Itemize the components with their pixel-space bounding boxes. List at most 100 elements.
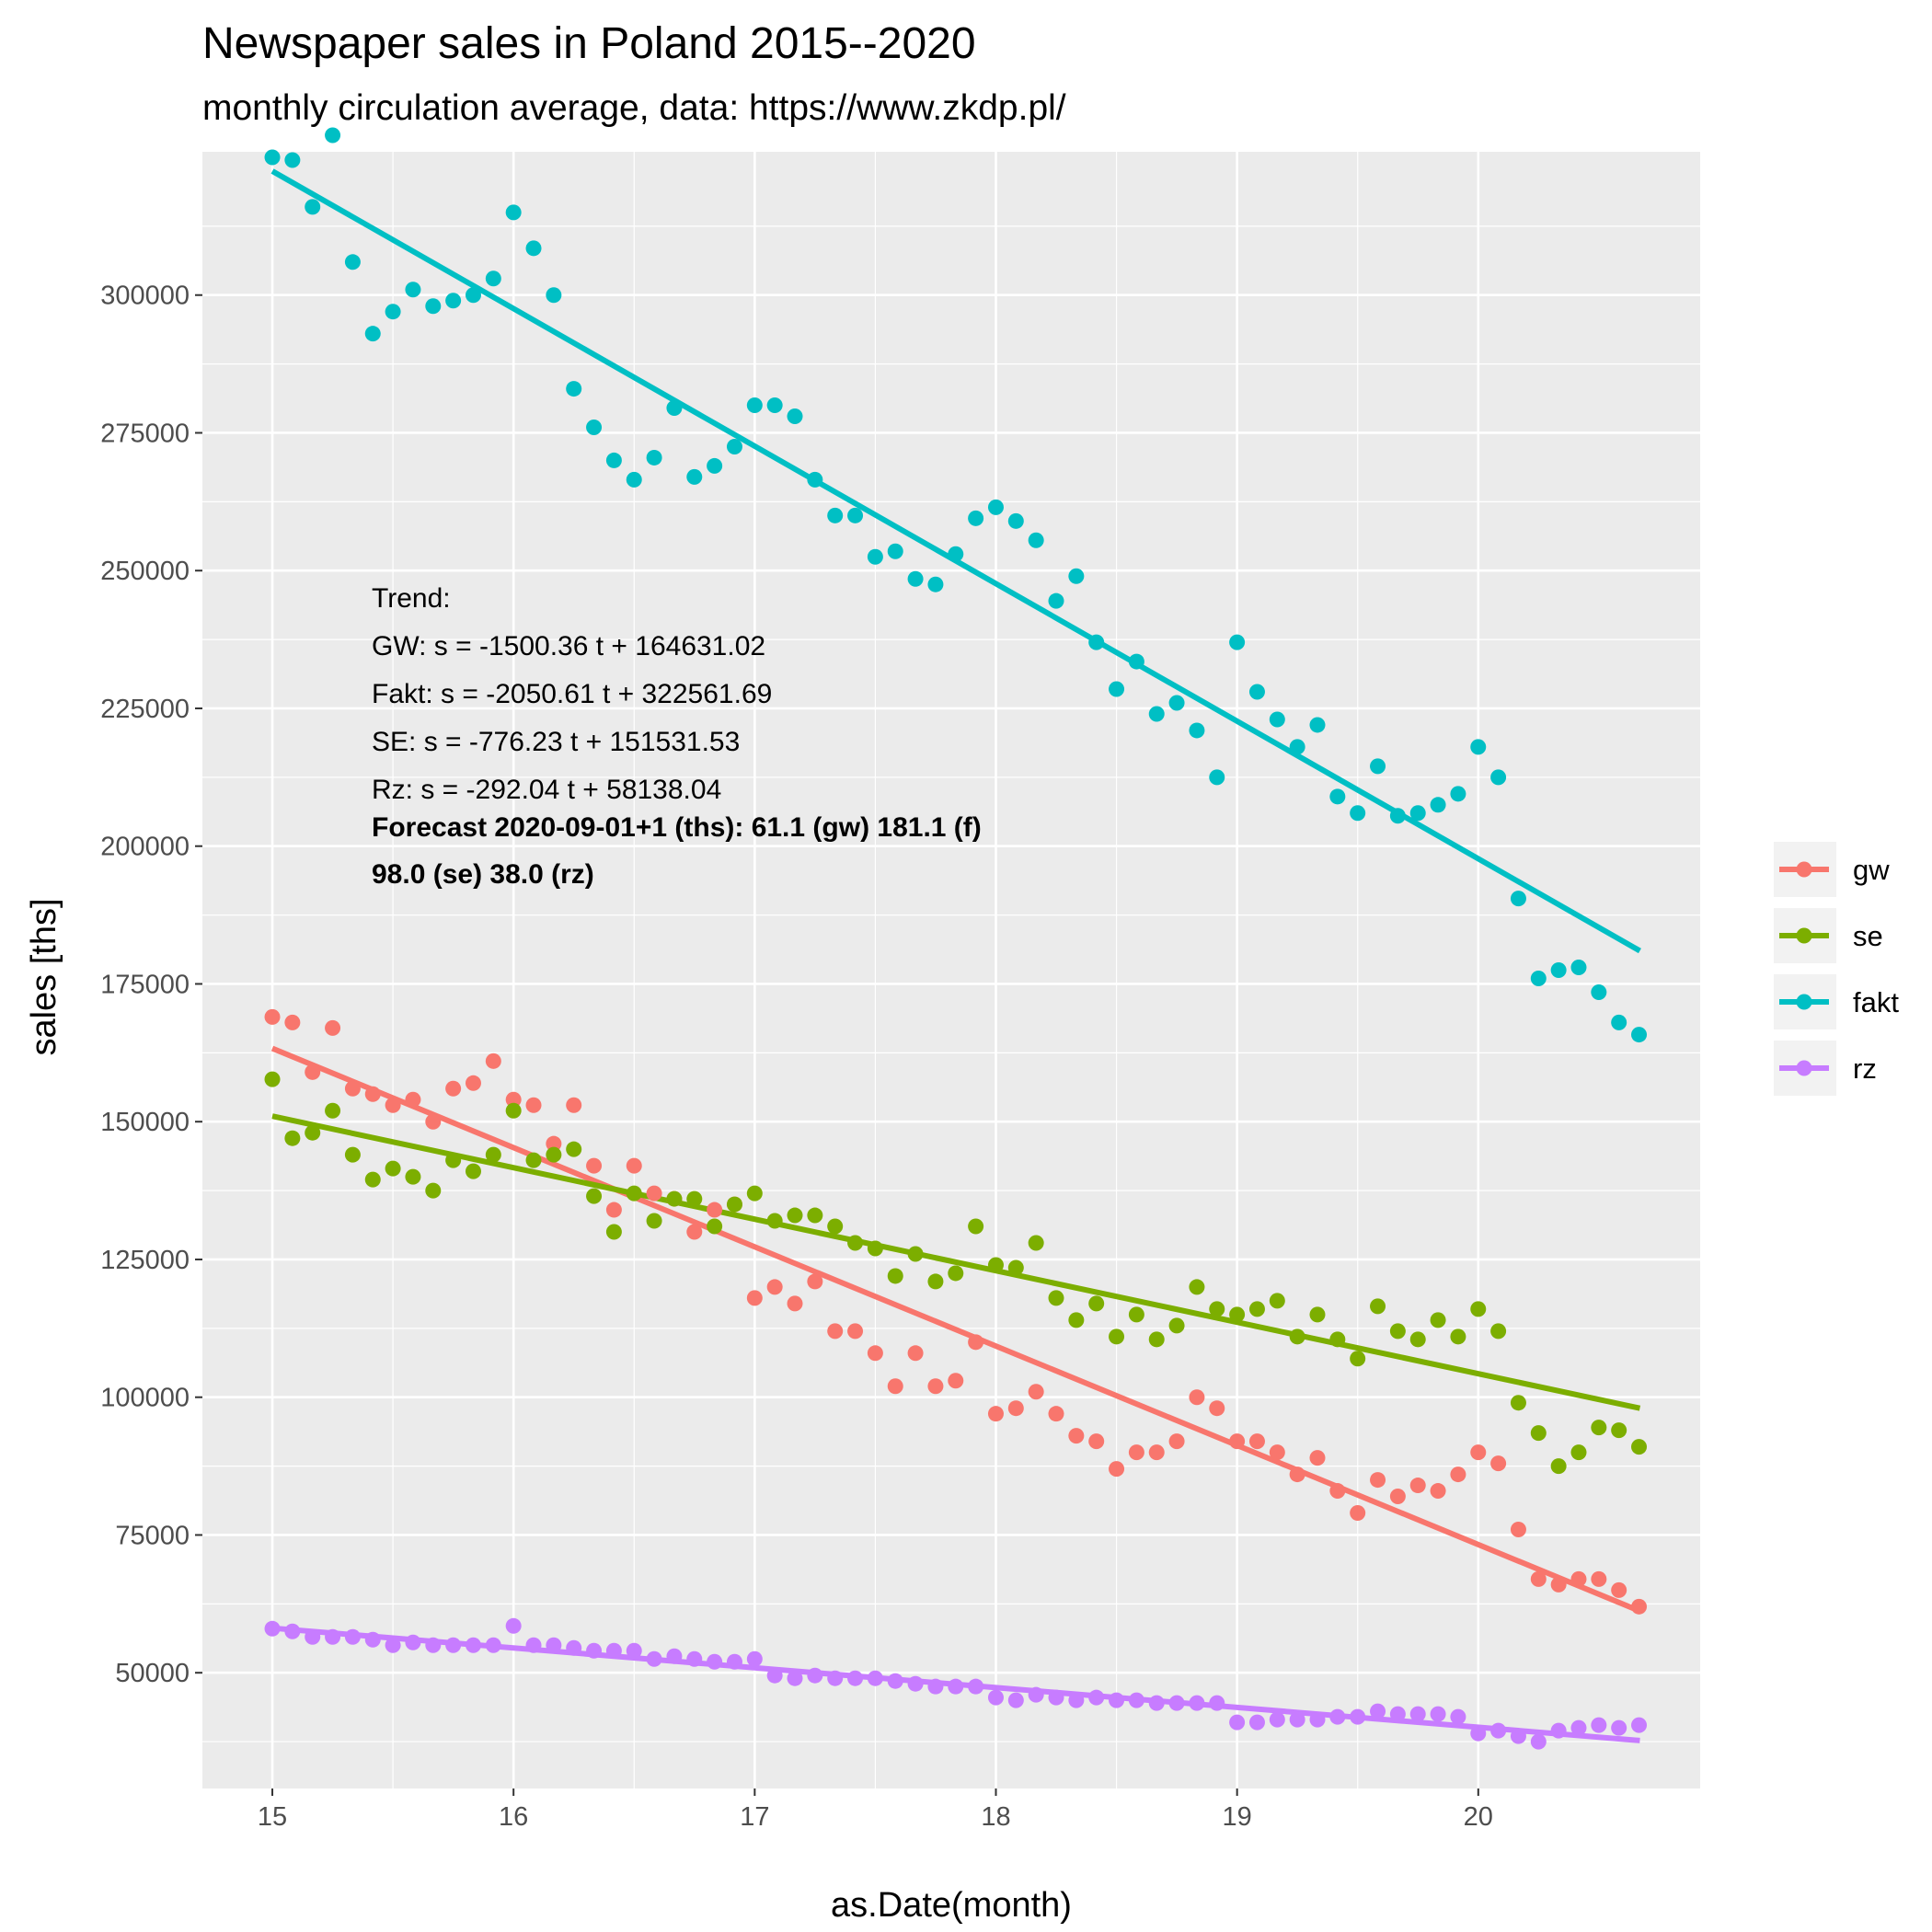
y-tick-label: 300000 <box>100 282 190 311</box>
point-fakt <box>1611 1014 1627 1030</box>
point-se <box>1550 1458 1567 1475</box>
point-gw <box>887 1378 903 1395</box>
point-fakt <box>344 254 361 270</box>
y-tick-label: 250000 <box>100 557 190 586</box>
point-gw <box>987 1406 1004 1422</box>
point-rz <box>707 1653 723 1670</box>
point-fakt <box>1109 681 1125 697</box>
point-se <box>605 1224 622 1240</box>
point-gw <box>1611 1581 1627 1598</box>
point-fakt <box>927 576 944 592</box>
y-tick-label: 175000 <box>100 970 190 999</box>
annotation-line: SE: s = -776.23 t + 151531.53 <box>372 727 740 757</box>
point-gw <box>284 1014 301 1030</box>
point-fakt <box>1248 684 1265 700</box>
point-fakt <box>766 397 783 414</box>
point-rz <box>385 1637 401 1653</box>
point-rz <box>305 1628 321 1645</box>
point-rz <box>465 1637 481 1653</box>
point-gw <box>1430 1483 1446 1500</box>
y-tick-label: 75000 <box>115 1521 190 1550</box>
point-fakt <box>948 546 964 562</box>
point-rz <box>485 1637 501 1653</box>
point-se <box>344 1146 361 1163</box>
point-se <box>1389 1323 1406 1340</box>
point-fakt <box>1510 891 1526 907</box>
point-gw <box>1591 1570 1607 1587</box>
point-fakt <box>867 548 883 565</box>
point-rz <box>1350 1708 1366 1725</box>
point-fakt <box>746 397 763 414</box>
point-se <box>284 1130 301 1146</box>
point-rz <box>344 1628 361 1645</box>
annotation-line: Fakt: s = -2050.61 t + 322561.69 <box>372 679 772 709</box>
point-gw <box>1109 1461 1125 1478</box>
point-fakt <box>445 293 462 309</box>
point-rz <box>666 1648 683 1664</box>
point-fakt <box>707 457 723 474</box>
y-tick-label: 125000 <box>100 1246 190 1275</box>
point-se <box>707 1218 723 1235</box>
x-tick-label: 15 <box>258 1802 287 1832</box>
point-rz <box>968 1678 984 1695</box>
annotation-line: GW: s = -1500.36 t + 164631.02 <box>372 631 765 661</box>
point-rz <box>686 1650 703 1667</box>
point-rz <box>746 1650 763 1667</box>
point-gw <box>546 1135 562 1152</box>
point-fakt <box>1007 512 1024 529</box>
point-rz <box>948 1678 964 1695</box>
point-rz <box>1329 1708 1346 1725</box>
point-gw <box>1409 1478 1426 1494</box>
point-rz <box>1028 1686 1044 1703</box>
y-tick-label: 150000 <box>100 1108 190 1137</box>
point-fakt <box>364 326 381 342</box>
legend-label-gw: gw <box>1853 854 1890 886</box>
point-se <box>1329 1331 1346 1348</box>
point-fakt <box>1289 739 1305 755</box>
point-se <box>968 1218 984 1235</box>
point-se <box>1530 1425 1547 1442</box>
point-gw <box>1550 1576 1567 1593</box>
point-fakt <box>284 152 301 168</box>
point-rz <box>364 1631 381 1648</box>
point-se <box>1168 1317 1185 1334</box>
point-se <box>847 1235 864 1251</box>
point-gw <box>1289 1466 1305 1483</box>
point-se <box>1510 1395 1526 1411</box>
point-gw <box>948 1373 964 1389</box>
point-se <box>325 1102 341 1119</box>
point-rz <box>726 1653 742 1670</box>
point-fakt <box>1209 769 1225 786</box>
point-rz <box>1048 1689 1064 1706</box>
point-gw <box>485 1052 501 1069</box>
point-gw <box>566 1097 582 1113</box>
point-gw <box>626 1157 642 1174</box>
point-fakt <box>1370 758 1386 775</box>
point-se <box>1470 1301 1487 1317</box>
point-rz <box>1189 1695 1205 1711</box>
point-gw <box>766 1279 783 1295</box>
point-rz <box>425 1637 442 1653</box>
point-se <box>867 1240 883 1257</box>
point-fakt <box>1550 962 1567 978</box>
point-fakt <box>264 149 281 166</box>
point-gw <box>1450 1466 1466 1483</box>
point-se <box>305 1124 321 1141</box>
point-rz <box>1248 1714 1265 1731</box>
point-se <box>746 1185 763 1202</box>
point-gw <box>1389 1489 1406 1505</box>
point-fakt <box>1389 808 1406 824</box>
point-se <box>1269 1293 1285 1309</box>
point-se <box>1450 1328 1466 1345</box>
point-rz <box>1631 1717 1648 1733</box>
point-fakt <box>385 304 401 320</box>
point-se <box>586 1188 603 1204</box>
point-gw <box>1229 1433 1246 1450</box>
y-tick-label: 200000 <box>100 833 190 862</box>
annotation-line: Trend: <box>372 583 451 614</box>
point-rz <box>1591 1717 1607 1733</box>
point-rz <box>586 1642 603 1659</box>
point-rz <box>566 1639 582 1656</box>
legend-key-point <box>1796 1060 1812 1076</box>
point-fakt <box>1309 717 1326 733</box>
